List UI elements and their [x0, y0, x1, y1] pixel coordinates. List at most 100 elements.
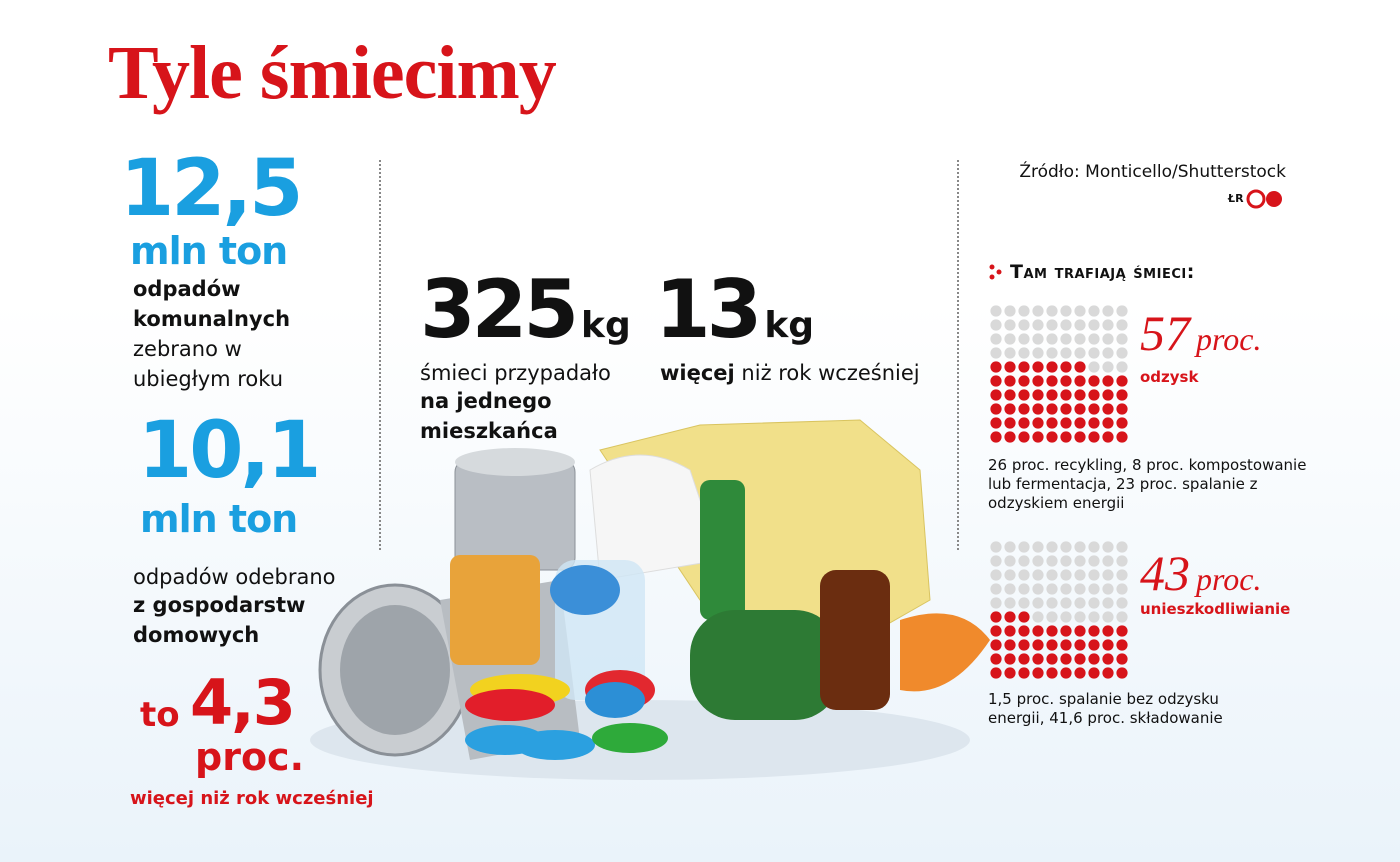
divider [957, 160, 959, 550]
stat-text: więcej niż rok wcześniej [130, 788, 374, 809]
dot [1102, 611, 1114, 623]
dot [1018, 319, 1030, 331]
dot [990, 375, 1002, 387]
dot [1088, 653, 1100, 665]
dot [990, 305, 1002, 317]
dot [1046, 361, 1058, 373]
dot [1074, 653, 1086, 665]
dot [990, 417, 1002, 429]
stat-text: na jednego mieszkańca [420, 389, 558, 443]
dot [1018, 305, 1030, 317]
dot [1004, 347, 1016, 359]
dot [1004, 653, 1016, 665]
stat-number: 12,5 [120, 144, 303, 234]
dot [1116, 625, 1128, 637]
dot [1088, 361, 1100, 373]
dot [1046, 667, 1058, 679]
stat-text: śmieci przypadało [420, 361, 611, 385]
dot [1032, 417, 1044, 429]
dot [1074, 541, 1086, 553]
dot [1046, 333, 1058, 345]
dot [1018, 389, 1030, 401]
stat-figure: 13 kg [655, 270, 814, 350]
stat-text-bold: więcej [660, 361, 735, 385]
dot [1046, 319, 1058, 331]
dot [990, 639, 1002, 651]
dot [990, 319, 1002, 331]
percent: 57 proc. [1140, 308, 1261, 358]
dot [1088, 611, 1100, 623]
dot [1088, 431, 1100, 443]
dot [1060, 569, 1072, 581]
dot [1102, 305, 1114, 317]
dot [990, 611, 1002, 623]
dot [1088, 597, 1100, 609]
dot [990, 541, 1002, 553]
dot [1004, 431, 1016, 443]
dot [1060, 583, 1072, 595]
dot [1004, 319, 1016, 331]
heading-marker [989, 264, 1002, 280]
dot [1074, 375, 1086, 387]
divider [379, 160, 381, 550]
dot [1046, 305, 1058, 317]
dot [1116, 333, 1128, 345]
stat-figure: 325 kg [420, 270, 631, 350]
dot [1074, 667, 1086, 679]
dot [1102, 639, 1114, 651]
dot [1116, 403, 1128, 415]
dot [990, 653, 1002, 665]
stat-unit: mln ton [140, 497, 298, 541]
dot [1032, 347, 1044, 359]
stat-number: 10,1 [138, 406, 321, 496]
dot [1116, 375, 1128, 387]
dot [990, 625, 1002, 637]
dot [990, 583, 1002, 595]
dot [1046, 389, 1058, 401]
dot [1102, 361, 1114, 373]
dot [1046, 431, 1058, 443]
dot [1060, 555, 1072, 567]
dot [1088, 569, 1100, 581]
dot [1004, 569, 1016, 581]
dot [1116, 653, 1128, 665]
dot [1074, 569, 1086, 581]
dot [1102, 569, 1114, 581]
dot [1004, 361, 1016, 373]
dot [1102, 667, 1114, 679]
dot [1032, 667, 1044, 679]
dot [1074, 389, 1086, 401]
dot [1032, 611, 1044, 623]
dot [1018, 611, 1030, 623]
dot [1088, 305, 1100, 317]
dot [1102, 653, 1114, 665]
dot [1116, 305, 1128, 317]
dot [1032, 319, 1044, 331]
stat-unit: kg [764, 305, 815, 346]
dot [1032, 583, 1044, 595]
dot [1060, 305, 1072, 317]
dot [1018, 431, 1030, 443]
dot [1046, 417, 1058, 429]
stat-text: zebrano w ubiegłym roku [133, 337, 284, 391]
dot [1060, 417, 1072, 429]
dot [1102, 347, 1114, 359]
dot [1074, 625, 1086, 637]
dot [1032, 555, 1044, 567]
dot [1032, 569, 1044, 581]
dot [1032, 639, 1044, 651]
percent-unit: proc. [1196, 321, 1262, 357]
dot [1018, 347, 1030, 359]
dot [1018, 555, 1030, 567]
dot [1046, 347, 1058, 359]
dot [1032, 333, 1044, 345]
stat-number: 13 [655, 263, 762, 356]
stat-text: odpadów komunalnych [133, 277, 291, 331]
percent-unit: proc. [1196, 561, 1262, 597]
item-label: odzysk [1140, 368, 1199, 386]
dot [1018, 667, 1030, 679]
dot [1018, 597, 1030, 609]
dot [1116, 667, 1128, 679]
dot [1102, 625, 1114, 637]
dot [1060, 347, 1072, 359]
